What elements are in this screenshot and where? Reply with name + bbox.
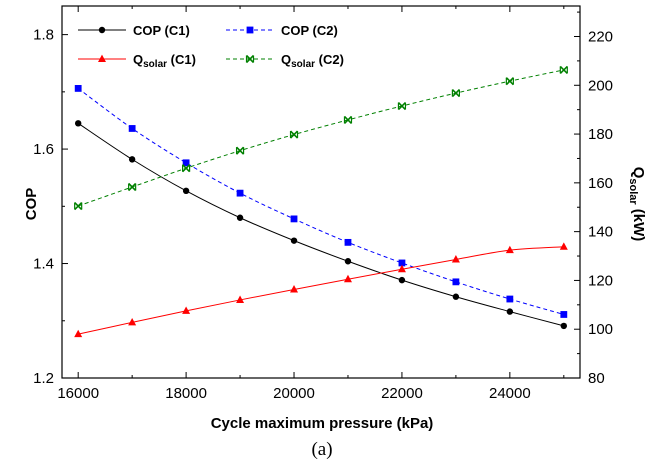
legend: COP (C1) COP (C2) Qsolar (C1) Qsolar (C2) [78, 23, 344, 70]
data-point-series-1 [237, 215, 243, 221]
x-tick-label: 18000 [165, 385, 207, 402]
data-point-series-4 [291, 131, 298, 138]
legend-marker-3 [98, 55, 106, 62]
data-point-series-2 [129, 125, 136, 132]
data-point-series-1 [561, 323, 567, 329]
data-point-series-1 [453, 294, 459, 300]
data-point-series-4 [129, 183, 136, 190]
x-tick-label: 20000 [273, 385, 315, 402]
figure-caption: (a) [311, 439, 332, 460]
y-left-tick-label: 1.4 [33, 256, 54, 273]
data-point-series-1 [507, 308, 513, 314]
y-right-tick-label: 160 [588, 175, 613, 192]
x-tick-label: 24000 [489, 385, 531, 402]
x-tick-label: 22000 [381, 385, 423, 402]
data-point-series-2 [345, 239, 352, 246]
data-point-series-3 [560, 242, 568, 249]
data-point-series-1 [399, 277, 405, 283]
legend-label-1: COP (C1) [133, 23, 190, 38]
data-point-series-4 [237, 147, 244, 154]
data-point-series-2 [506, 296, 513, 303]
series-line-3 [78, 247, 564, 334]
data-point-series-1 [75, 120, 81, 126]
y-axis-right-title-unit: (kW) [630, 205, 647, 242]
x-axis-title: Cycle maximum pressure (kPa) [211, 415, 434, 432]
legend-marker-1 [99, 27, 105, 33]
y-axis-right-title: Qsolar (kW) [627, 167, 647, 242]
y-right-tick-label: 120 [588, 272, 613, 289]
data-point-series-2 [560, 311, 567, 318]
series-layer [74, 66, 568, 337]
series-line-4 [78, 70, 564, 206]
data-point-series-2 [291, 215, 298, 222]
data-point-series-4 [560, 66, 567, 73]
y-right-tick-label: 100 [588, 321, 613, 338]
series-line-2 [78, 88, 564, 314]
legend-label-3: Qsolar (C1) [133, 52, 196, 70]
y-right-tick-label: 140 [588, 224, 613, 241]
data-point-series-4 [452, 90, 459, 97]
data-point-series-1 [183, 188, 189, 194]
y-left-tick-label: 1.2 [33, 370, 54, 387]
y-left-tick-label: 1.8 [33, 27, 54, 44]
y-right-tick-label: 200 [588, 77, 613, 94]
legend-label-4: Qsolar (C2) [281, 52, 344, 70]
data-point-series-4 [75, 203, 82, 210]
data-point-series-4 [506, 78, 513, 85]
data-point-series-2 [75, 85, 82, 92]
y-right-tick-label: 220 [588, 28, 613, 45]
legend-label-2: COP (C2) [281, 23, 338, 38]
y-left-tick-label: 1.6 [33, 141, 54, 158]
data-point-series-1 [345, 258, 351, 264]
data-point-series-4 [398, 103, 405, 110]
data-point-series-2 [452, 278, 459, 285]
data-point-series-2 [237, 190, 244, 197]
y-right-tick-label: 80 [588, 370, 605, 387]
series-line-1 [78, 123, 564, 326]
data-point-series-1 [129, 156, 135, 162]
y-right-tick-label: 180 [588, 126, 613, 143]
y-axis-left-title: COP [23, 188, 40, 221]
y-axis-right-title-subscript: solar [627, 178, 639, 205]
data-point-series-4 [344, 116, 351, 123]
legend-marker-2 [247, 27, 254, 34]
x-tick-label: 16000 [57, 385, 99, 402]
data-point-series-1 [291, 237, 297, 243]
